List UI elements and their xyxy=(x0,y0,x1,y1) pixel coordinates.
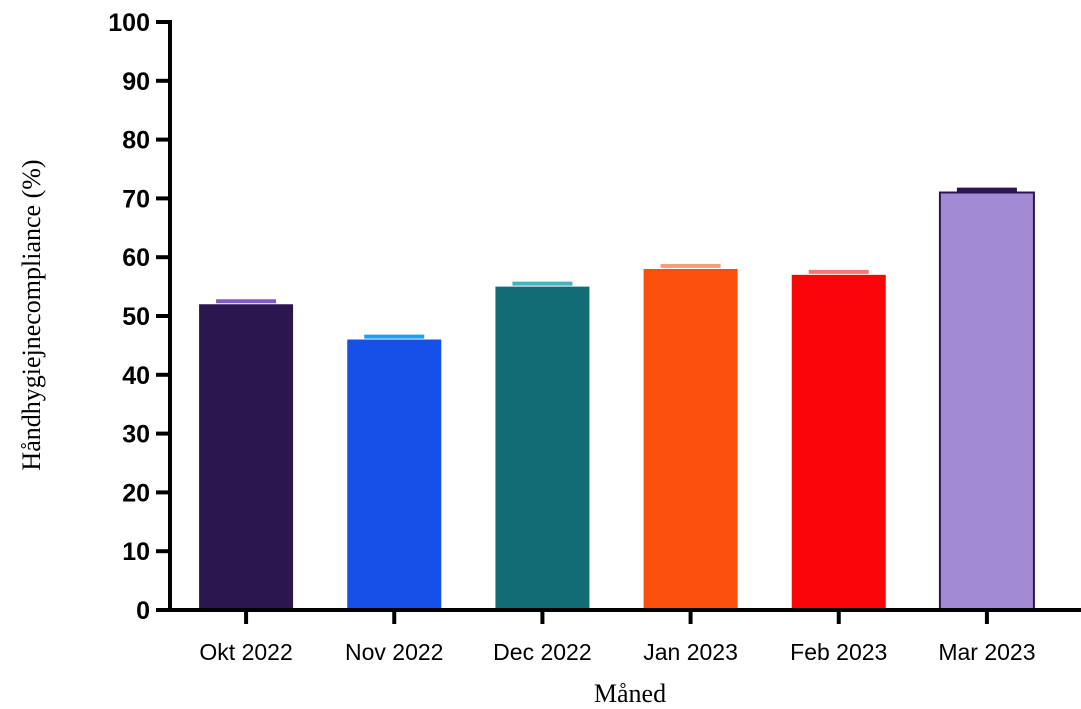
y-tick-label: 80 xyxy=(122,127,150,155)
labels-layer: 0 10 20 30 40 50 60 70 80 90 100 Okt 2022 Nov 2022 De… xyxy=(108,9,1035,665)
x-tick-label: Dec 2022 xyxy=(493,639,591,665)
y-axis-title: Håndhygiejnecompliance (%) xyxy=(17,159,46,470)
y-tick-label: 60 xyxy=(122,244,150,272)
x-axis-title: Måned xyxy=(594,679,666,708)
y-tick-label: 0 xyxy=(136,597,150,625)
y-tick-label: 70 xyxy=(122,185,150,213)
x-tick-label: Nov 2022 xyxy=(345,639,443,665)
y-tick-label: 40 xyxy=(122,362,150,390)
axes-layer xyxy=(156,20,1081,624)
bar xyxy=(791,274,886,610)
y-tick-label: 100 xyxy=(108,9,150,37)
bar xyxy=(199,304,294,610)
y-tick-label: 20 xyxy=(122,479,150,507)
y-tick-label: 50 xyxy=(122,303,150,331)
y-tick-label: 30 xyxy=(122,421,150,449)
x-tick-label: Okt 2022 xyxy=(199,639,292,665)
bar xyxy=(938,191,1035,612)
bar xyxy=(643,268,738,610)
y-tick-label: 10 xyxy=(122,538,150,566)
bar xyxy=(347,339,442,610)
x-tick-label: Feb 2023 xyxy=(790,639,887,665)
x-tick-label: Jan 2023 xyxy=(643,639,738,665)
bars-layer xyxy=(199,187,1035,612)
y-tick-label: 90 xyxy=(122,68,150,96)
bar xyxy=(495,286,590,610)
x-tick-label: Mar 2023 xyxy=(938,639,1035,665)
